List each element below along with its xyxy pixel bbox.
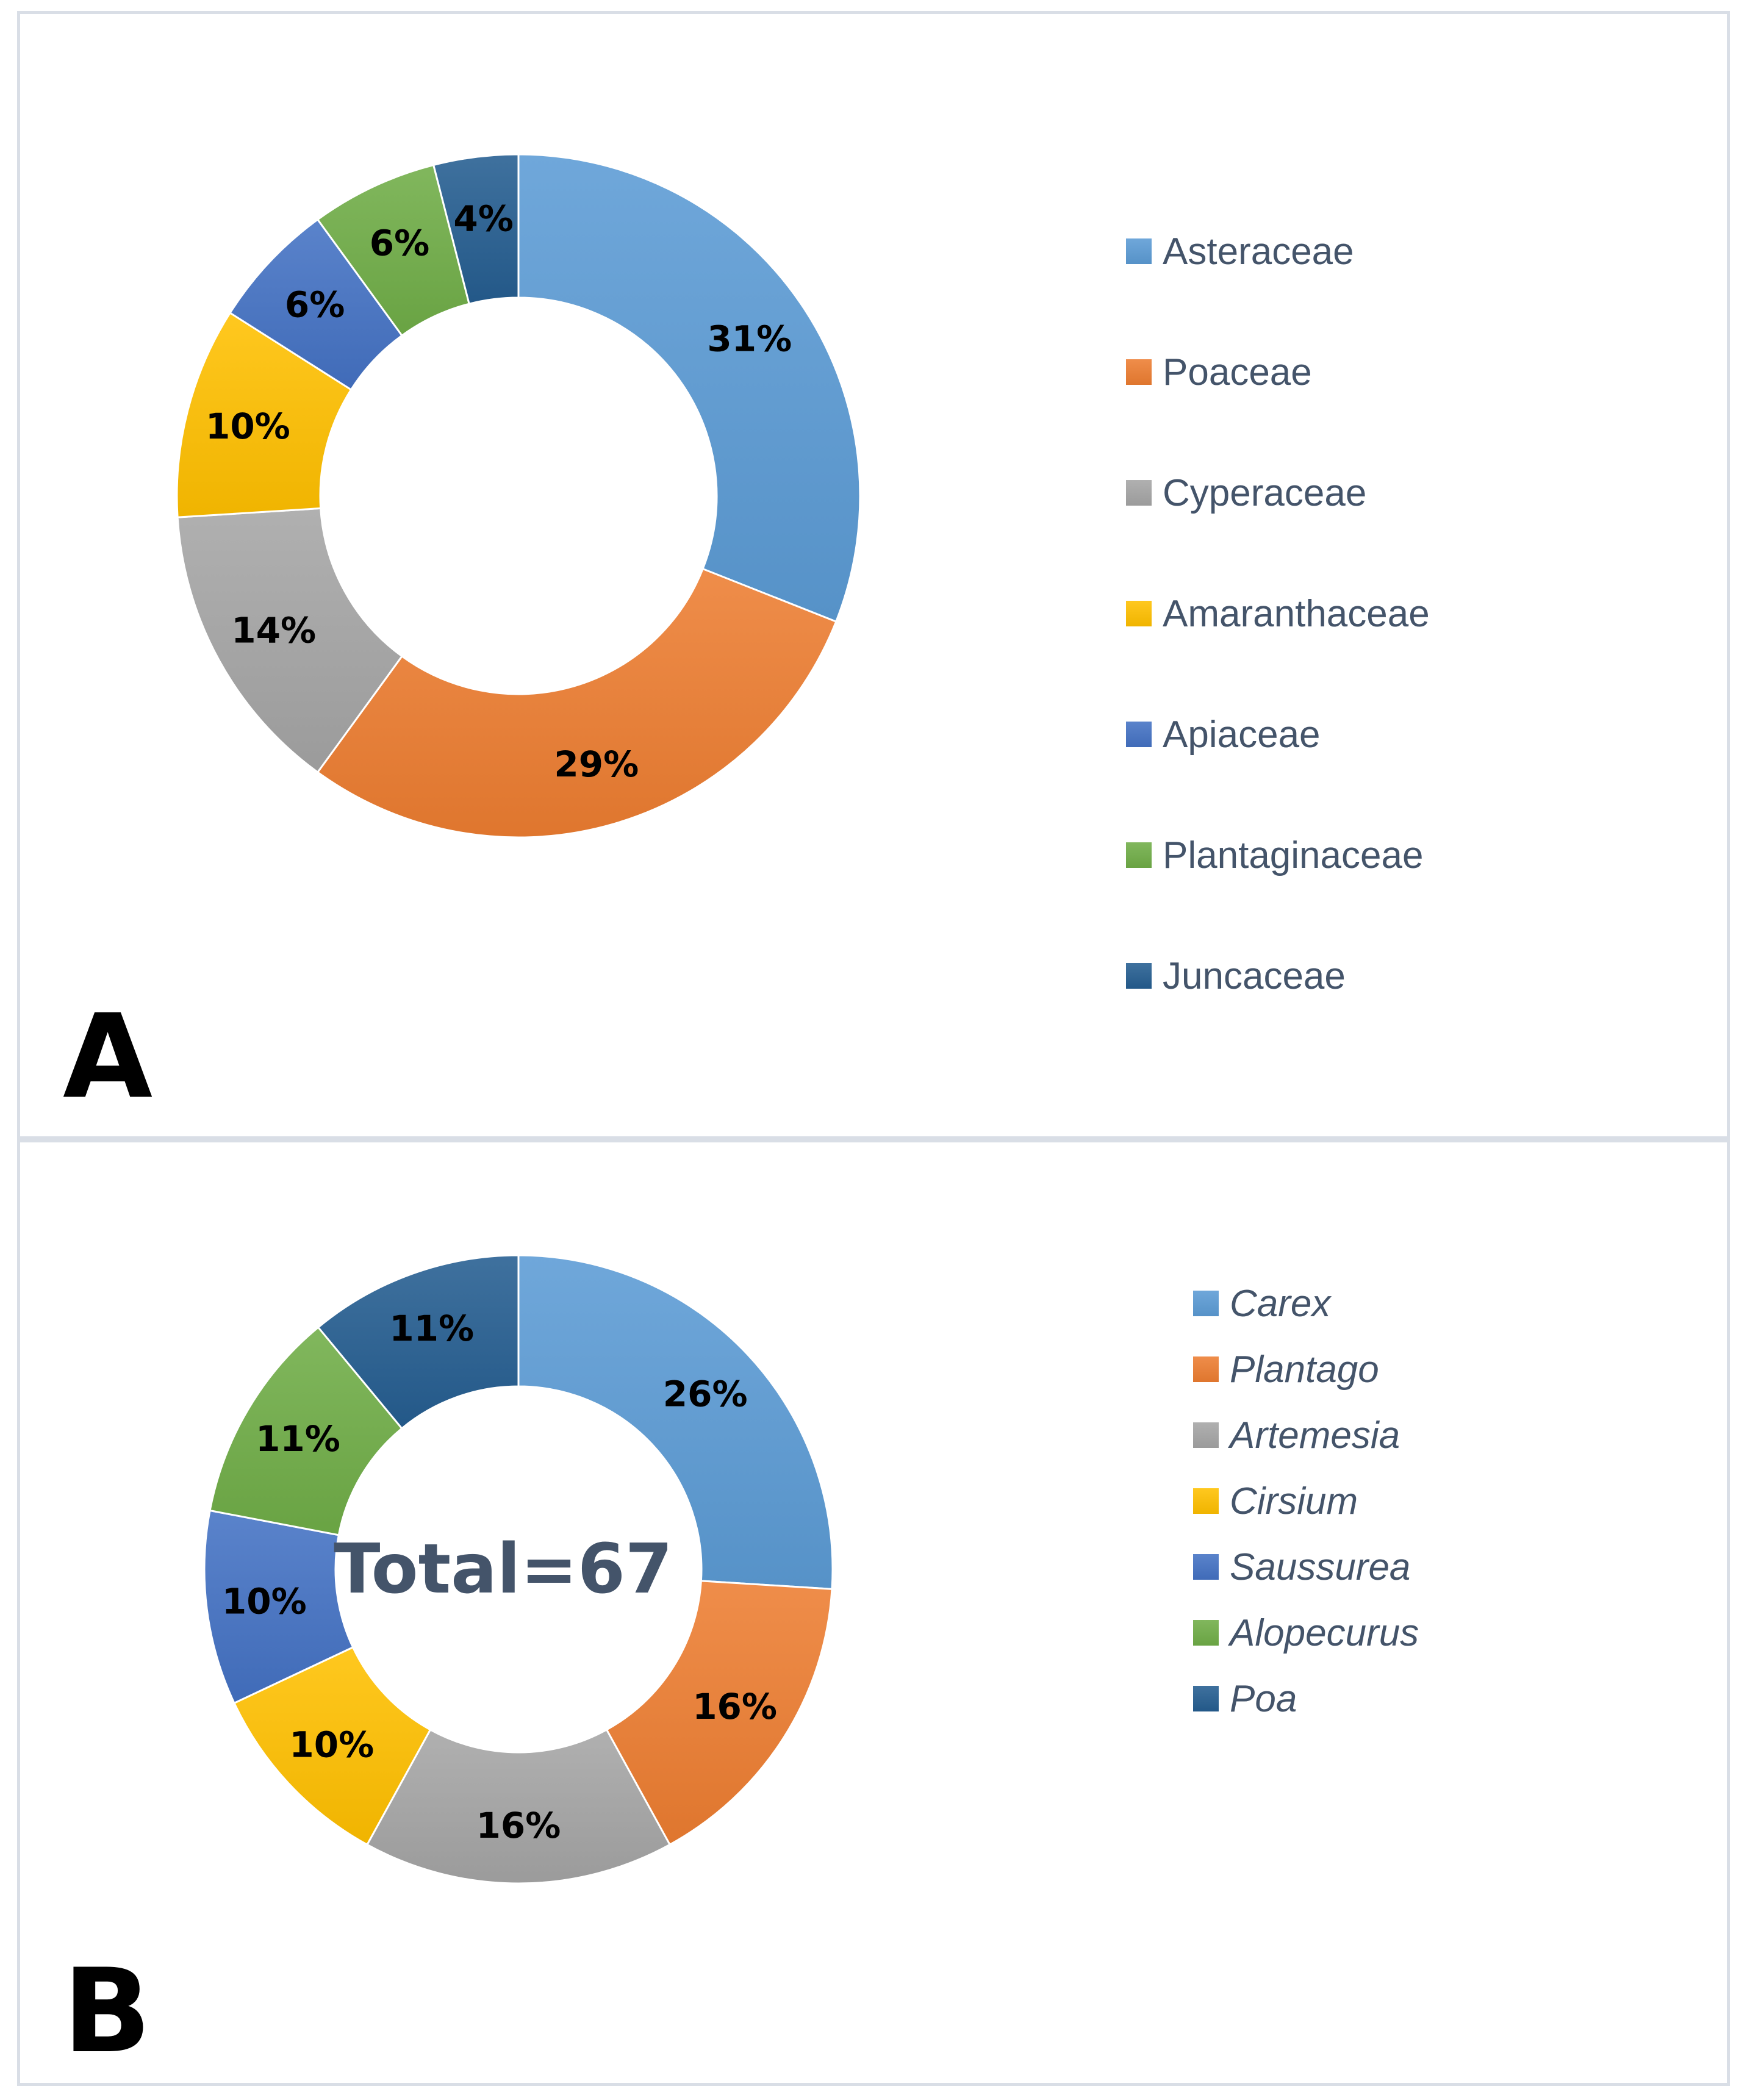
data-label-alopecurus: 11% [256, 1418, 340, 1460]
slice-asteraceae [517, 153, 861, 623]
legend-swatch [1193, 1488, 1219, 1514]
slice-poaceae [316, 567, 837, 839]
legend-item-cirsium: Cirsium [1193, 1468, 1419, 1534]
legend-item-poaceae: Poaceae [1126, 312, 1430, 432]
legend-swatch [1126, 722, 1152, 747]
data-label-poaceae: 29% [554, 744, 639, 785]
data-label-cirsium: 10% [289, 1724, 374, 1766]
data-label-artemesia: 16% [476, 1805, 561, 1846]
data-label-apiaceae: 6% [285, 284, 345, 325]
panel-b: 26% 16% 16% 10% 10% 11% 11% Total=67 Carex Plant… [17, 1139, 1730, 2086]
legend-item-alopecurus: Alopecurus [1193, 1600, 1419, 1666]
slice-juncaceae [432, 153, 520, 306]
legend-item-cyperaceae: Cyperaceae [1126, 432, 1430, 553]
data-label-poa: 11% [389, 1308, 474, 1349]
legend-item-plantago: Plantago [1193, 1336, 1419, 1402]
legend-swatch [1193, 1291, 1219, 1316]
panel-label-a: A [63, 989, 153, 1124]
legend-item-juncaceae: Juncaceae [1126, 916, 1430, 1036]
legend-swatch [1126, 359, 1152, 385]
donut-chart-b: 26% 16% 16% 10% 10% 11% 11% Total=67 [203, 1254, 834, 1885]
slice-artemesia [365, 1728, 672, 1885]
legend-swatch [1193, 1620, 1219, 1646]
data-label-amaranthaceae: 10% [206, 406, 290, 447]
center-total-label: Total=67 [334, 1530, 673, 1609]
legend-item-plantaginaceae: Plantaginaceae [1126, 795, 1430, 916]
legend-a: Asteraceae Poaceae Cyperaceae Amaranthaceae… [1126, 191, 1430, 1036]
legend-label: Poa [1230, 1677, 1297, 1720]
legend-item-asteraceae: Asteraceae [1126, 191, 1430, 312]
data-label-plantaginaceae: 6% [370, 223, 429, 264]
data-label-saussurea: 10% [222, 1581, 307, 1622]
slice-poa [317, 1254, 520, 1430]
data-label-plantago: 16% [692, 1686, 777, 1727]
legend-swatch [1193, 1686, 1219, 1711]
legend-label: Artemesia [1230, 1414, 1400, 1457]
data-label-asteraceae: 31% [707, 318, 792, 360]
legend-label: Plantaginaceae [1163, 834, 1424, 876]
legend-swatch [1126, 842, 1152, 868]
legend-item-carex: Carex [1193, 1270, 1419, 1336]
data-label-carex: 26% [663, 1373, 748, 1414]
legend-label: Amaranthaceae [1163, 592, 1430, 635]
legend-label: Saussurea [1230, 1546, 1411, 1588]
legend-label: Cirsium [1230, 1480, 1358, 1522]
legend-swatch [1193, 1554, 1219, 1580]
legend-b: Carex Plantago Artemesia Cirsium Saussurea Al… [1193, 1270, 1419, 1732]
legend-swatch [1126, 238, 1152, 264]
legend-item-amaranthaceae: Amaranthaceae [1126, 553, 1430, 674]
legend-swatch [1193, 1356, 1219, 1382]
legend-label: Poaceae [1163, 351, 1312, 393]
legend-item-saussurea: Saussurea [1193, 1534, 1419, 1600]
legend-label: Cyperaceae [1163, 471, 1367, 514]
donut-chart-a: 31% 29% 14% 10% 6% 6% 4% [176, 153, 861, 839]
slice-plantago [605, 1580, 833, 1846]
legend-label: Plantago [1230, 1348, 1379, 1391]
legend-swatch [1126, 601, 1152, 626]
legend-swatch [1126, 963, 1152, 989]
slice-cyperaceae [176, 507, 404, 774]
slice-carex [517, 1254, 834, 1590]
legend-item-apiaceae: Apiaceae [1126, 674, 1430, 795]
legend-label: Asteraceae [1163, 230, 1354, 273]
legend-label: Apiaceae [1163, 713, 1321, 756]
legend-label: Juncaceae [1163, 955, 1346, 997]
legend-item-poa: Poa [1193, 1666, 1419, 1732]
panel-a: 31% 29% 14% 10% 6% 6% 4% Asteraceae Poaceae Cype… [17, 11, 1730, 1139]
data-label-juncaceae: 4% [453, 198, 513, 240]
legend-item-artemesia: Artemesia [1193, 1402, 1419, 1468]
legend-label: Carex [1230, 1282, 1331, 1325]
legend-swatch [1126, 480, 1152, 506]
legend-label: Alopecurus [1230, 1611, 1419, 1654]
data-label-cyperaceae: 14% [231, 610, 316, 651]
legend-swatch [1193, 1422, 1219, 1448]
panel-label-b: B [63, 1944, 151, 2079]
